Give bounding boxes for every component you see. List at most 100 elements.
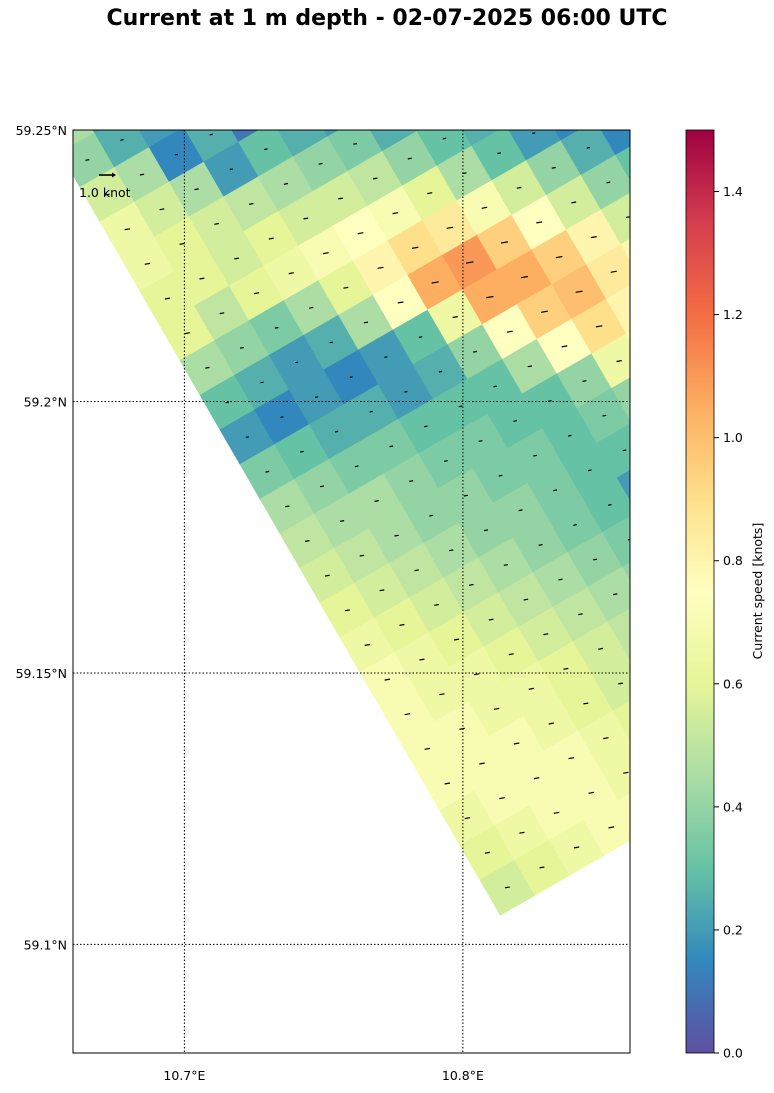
current-arrow: [728, 712, 732, 713]
current-arrow: [508, 653, 514, 656]
current-arrow: [372, 177, 378, 180]
current-arrow: [623, 771, 629, 774]
current-arrow: [520, 275, 529, 279]
grid-cell: [585, 243, 630, 301]
longitude-label: 10.8°E: [442, 1068, 484, 1083]
grid-cell: [580, 154, 630, 211]
grid-cell: [521, 51, 576, 107]
colorbar-tick-label: 1.0: [723, 430, 743, 445]
current-arrow: [503, 564, 509, 566]
current-arrow: [449, 549, 454, 552]
current-arrow: [497, 152, 501, 155]
current-arrow: [543, 633, 549, 636]
current-arrow: [239, 346, 245, 349]
current-arrow: [501, 241, 508, 244]
current-arrow: [643, 807, 648, 808]
current-arrow: [657, 430, 661, 431]
map-frame: [72, 129, 631, 1054]
current-arrow: [553, 811, 560, 814]
current-arrow: [369, 89, 372, 90]
grid-cell: [556, 31, 612, 87]
current-arrow: [394, 534, 399, 537]
current-arrow: [538, 544, 543, 546]
current-arrow: [194, 188, 199, 191]
current-arrow: [245, 436, 249, 438]
current-arrow: [661, 197, 665, 198]
current-arrow: [429, 514, 434, 517]
grid-cell: [616, 469, 630, 501]
grid-cell: [602, 516, 630, 568]
current-arrow: [536, 221, 542, 224]
current-arrow: [727, 390, 731, 391]
current-arrow: [648, 574, 652, 575]
grid-cell: [199, 52, 254, 108]
grid-cell: [233, 32, 289, 88]
current-arrow: [431, 281, 439, 284]
current-arrow: [732, 479, 736, 480]
current-arrow: [411, 246, 419, 249]
current-arrow: [558, 578, 563, 581]
current-arrow: [434, 603, 440, 606]
current-arrow: [553, 489, 558, 492]
current-arrow: [608, 826, 615, 829]
current-arrow: [671, 375, 676, 376]
current-arrow: [265, 470, 270, 473]
map-title: Current at 1 m depth - 02-07-2025 06:00 …: [106, 6, 668, 31]
grid-cell: [607, 608, 630, 658]
grid-cell: [637, 492, 693, 547]
grid-cell: [615, 146, 630, 181]
current-arrow: [205, 45, 208, 46]
grid-cell: [598, 746, 630, 802]
current-arrow: [668, 609, 672, 610]
grid-cell: [610, 46, 666, 102]
current-arrow: [548, 722, 554, 725]
current-arrow: [229, 168, 233, 171]
current-arrow: [283, 182, 289, 185]
current-arrow: [329, 341, 333, 344]
current-arrow: [583, 702, 589, 705]
current-arrow: [638, 718, 643, 719]
longitude-labels: 10.7°E 10.8°E: [163, 1068, 484, 1083]
current-arrow: [533, 454, 538, 457]
current-arrow: [438, 49, 441, 50]
current-arrow: [610, 270, 617, 273]
grid-cell: [466, 36, 522, 91]
current-arrow: [567, 434, 572, 437]
current-arrow: [344, 609, 350, 612]
current-arrow: [643, 485, 646, 486]
grid-cell: [611, 377, 630, 421]
current-arrow: [540, 310, 548, 313]
current-arrow: [120, 139, 124, 141]
current-arrow: [532, 132, 536, 134]
grid-cell: [730, 253, 774, 309]
current-arrow: [124, 228, 131, 231]
current-arrow: [736, 246, 740, 247]
current-arrow: [741, 335, 744, 336]
current-arrow: [248, 202, 254, 205]
current-arrow: [404, 390, 408, 393]
current-arrow: [528, 687, 534, 690]
current-arrow: [374, 500, 379, 502]
current-arrow: [184, 332, 190, 335]
current-arrow: [551, 166, 556, 169]
current-arrow: [164, 297, 170, 300]
current-arrow: [338, 197, 344, 200]
grid-cell: [590, 11, 646, 67]
current-arrow: [658, 752, 663, 753]
current-arrow: [716, 211, 720, 212]
grid-cell: [723, 720, 774, 776]
current-arrow: [388, 124, 391, 125]
current-arrow: [519, 831, 525, 834]
current-arrow: [334, 109, 337, 110]
grid-cell: [583, 799, 630, 856]
grid-cell: [138, 130, 181, 149]
colorbar-tick-label: 0.4: [723, 799, 743, 814]
current-arrow: [523, 598, 529, 601]
grid-cell: [633, 725, 689, 780]
current-arrow: [518, 509, 523, 512]
grid-cell: [600, 130, 630, 157]
current-arrow: [392, 212, 398, 215]
current-arrow: [555, 255, 563, 259]
current-arrow: [300, 450, 304, 453]
current-arrow: [144, 262, 151, 265]
